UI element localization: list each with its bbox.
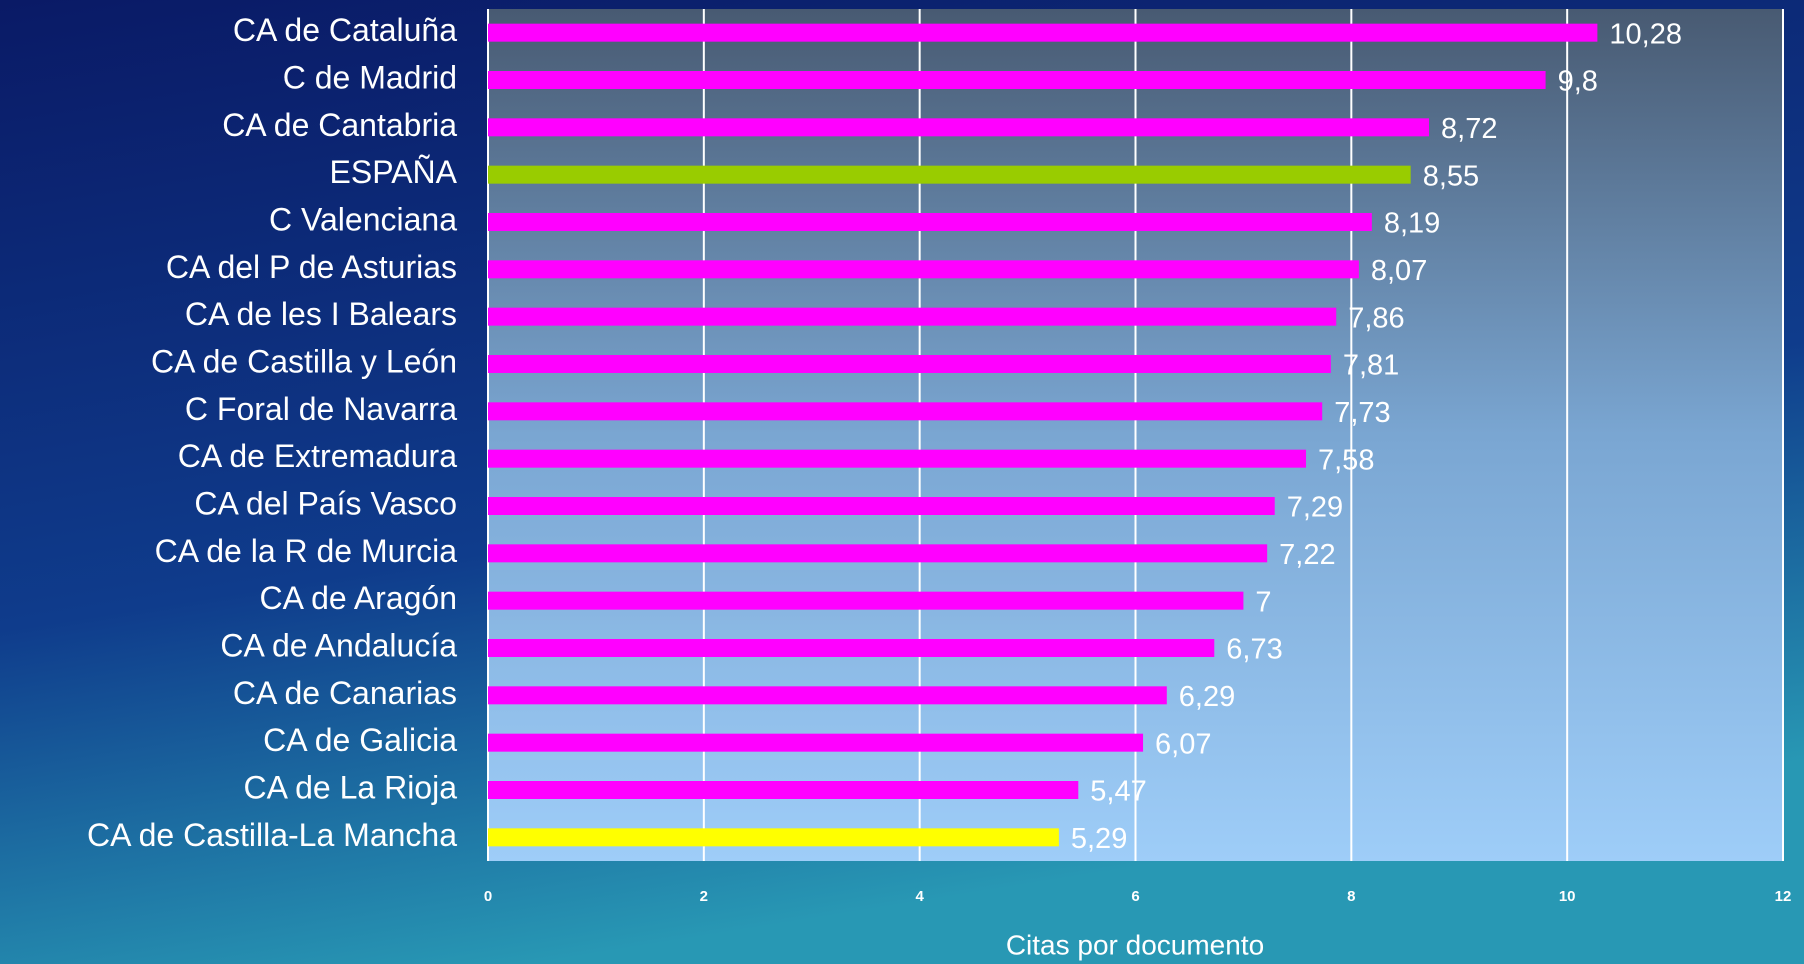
value-label: 10,28 xyxy=(1609,18,1682,50)
bar xyxy=(488,355,1331,373)
bar xyxy=(488,213,1372,231)
y-tick-label: ESPAÑA xyxy=(330,154,458,190)
bar xyxy=(488,260,1359,279)
value-label: 8,72 xyxy=(1441,113,1497,145)
bar xyxy=(488,23,1598,42)
y-tick-label: CA de La Rioja xyxy=(244,769,458,805)
y-tick-label: CA de Cataluña xyxy=(233,12,457,48)
bar xyxy=(488,544,1268,563)
y-tick-label: CA del País Vasco xyxy=(194,485,457,521)
value-label: 6,07 xyxy=(1155,728,1211,760)
bar xyxy=(488,118,1430,137)
x-tick-label: 4 xyxy=(915,888,924,905)
bar xyxy=(488,497,1275,515)
y-tick-label: CA de la R de Murcia xyxy=(155,533,458,569)
y-tick-label: CA de Castilla y León xyxy=(151,343,457,379)
value-label: 7,29 xyxy=(1287,492,1343,524)
bar xyxy=(488,449,1307,468)
y-tick-label: CA de Galicia xyxy=(263,722,457,758)
y-tick-label: CA de Andalucía xyxy=(220,627,457,663)
bar xyxy=(488,591,1244,610)
y-tick-label: CA de Aragón xyxy=(260,580,457,616)
bar xyxy=(488,828,1059,847)
value-label: 7,73 xyxy=(1334,397,1390,429)
y-tick-label: CA de les I Balears xyxy=(185,296,457,332)
value-label: 7,58 xyxy=(1318,444,1374,476)
bar xyxy=(488,165,1411,184)
y-tick-label: CA de Extremadura xyxy=(178,438,457,474)
y-tick-label: CA de Castilla-La Mancha xyxy=(87,817,457,853)
value-label: 5,47 xyxy=(1090,776,1146,808)
value-label: 7,81 xyxy=(1343,350,1399,382)
value-label: 5,29 xyxy=(1071,823,1127,855)
x-tick-label: 2 xyxy=(700,888,708,905)
value-label: 7,86 xyxy=(1348,302,1404,334)
bar xyxy=(488,686,1167,705)
value-label: 8,19 xyxy=(1384,208,1440,240)
y-tick-label: C Foral de Navarra xyxy=(185,391,457,427)
y-tick-label: C de Madrid xyxy=(283,59,457,95)
bar xyxy=(488,733,1144,752)
y-tick-label: CA de Cantabria xyxy=(222,107,457,143)
bar xyxy=(488,781,1079,799)
bar xyxy=(488,71,1546,89)
bar xyxy=(488,639,1215,657)
value-label: 7 xyxy=(1255,586,1271,618)
y-tick-label: CA de Canarias xyxy=(233,675,457,711)
y-tick-label: CA del P de Asturias xyxy=(166,249,457,285)
y-tick-label: C Valenciana xyxy=(269,201,457,237)
bar xyxy=(488,307,1337,326)
value-label: 9,8 xyxy=(1558,66,1598,98)
value-label: 6,29 xyxy=(1179,681,1235,713)
value-label: 8,07 xyxy=(1371,255,1427,287)
value-label: 7,22 xyxy=(1279,539,1335,571)
bar xyxy=(488,402,1323,421)
x-tick-label: 12 xyxy=(1775,888,1792,905)
x-tick-label: 8 xyxy=(1347,888,1355,905)
value-label: 6,73 xyxy=(1226,634,1282,666)
x-axis-label: Citas por documento xyxy=(1006,929,1264,960)
x-tick-label: 10 xyxy=(1559,888,1576,905)
x-tick-label: 0 xyxy=(484,888,492,905)
value-label: 8,55 xyxy=(1423,160,1479,192)
x-tick-label: 6 xyxy=(1131,888,1139,905)
